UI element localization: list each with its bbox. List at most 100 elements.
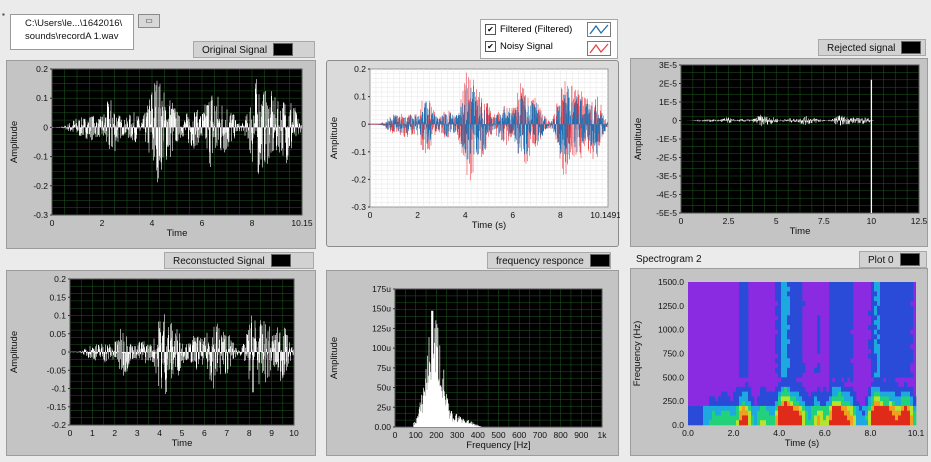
- spectro-cell: [847, 420, 851, 426]
- original-signal-label[interactable]: Original Signal: [193, 41, 315, 58]
- file-path-input[interactable]: C:\Users\le...\1642016\ sounds\recordA 1…: [10, 14, 134, 50]
- spectro-cell: [745, 396, 749, 402]
- spectro-cell: [850, 377, 854, 383]
- line-style-icon: [589, 24, 609, 35]
- spectro-xtick: 0.0: [682, 428, 694, 438]
- spectro-cell: [847, 310, 851, 316]
- spectro-cell: [841, 358, 845, 364]
- spectro-cell: [886, 353, 890, 359]
- spectro-cell: [907, 282, 911, 288]
- spectro-cell: [904, 315, 908, 321]
- rejected-signal-label[interactable]: Rejected signal: [818, 39, 926, 56]
- plot-style-icon: [899, 252, 920, 266]
- spectro-cell: [850, 391, 854, 397]
- spectro-cell: [883, 372, 887, 378]
- spectro-cell: [781, 367, 785, 373]
- spectro-cell: [799, 315, 803, 321]
- frequency-response-label[interactable]: frequency responce: [487, 252, 611, 269]
- legend-item-noisy[interactable]: ✔ Noisy Signal: [485, 39, 553, 55]
- freq-xtick: 900: [574, 430, 588, 440]
- spectro-cell: [892, 291, 896, 297]
- spectro-cell: [832, 391, 836, 397]
- spectro-cell: [742, 391, 746, 397]
- spectro-cell: [898, 286, 902, 292]
- spectro-cell: [880, 386, 884, 392]
- spectro-cell: [745, 348, 749, 354]
- spectro-cell: [814, 405, 818, 411]
- file-path-line2: sounds\recordA 1.wav: [25, 31, 119, 42]
- spectro-cell: [700, 420, 704, 426]
- spectro-cell: [877, 282, 881, 288]
- spectro-cell: [886, 358, 890, 364]
- spectro-cell: [799, 410, 803, 416]
- legend-swatch-noisy[interactable]: [587, 41, 611, 56]
- spectro-cell: [904, 420, 908, 426]
- spectro-ytick: 1250.0: [658, 301, 684, 311]
- spectro-cell: [832, 372, 836, 378]
- spectro-cell: [868, 324, 872, 330]
- spectro-cell: [886, 334, 890, 340]
- spectro-cell: [823, 391, 827, 397]
- plot0-label[interactable]: Plot 0: [859, 251, 927, 268]
- spectro-cell: [796, 353, 800, 359]
- spectro-cell: [895, 391, 899, 397]
- spectro-cell: [835, 320, 839, 326]
- spectro-cell: [892, 410, 896, 416]
- reconstructed-signal-label[interactable]: Reconstucted Signal: [164, 252, 314, 269]
- spectro-cell: [880, 372, 884, 378]
- spectro-cell: [817, 415, 821, 421]
- spectro-cell: [904, 410, 908, 416]
- spectro-cell: [895, 286, 899, 292]
- spectro-cell: [733, 405, 737, 411]
- spectro-cell: [838, 401, 842, 407]
- spectro-cell: [754, 415, 758, 421]
- spectro-cell: [886, 301, 890, 307]
- spectro-cell: [838, 324, 842, 330]
- recon-ytick: -0.15: [47, 402, 67, 412]
- spectro-cell: [787, 367, 791, 373]
- spectro-cell: [751, 410, 755, 416]
- spectro-cell: [844, 296, 848, 302]
- spectro-cell: [877, 343, 881, 350]
- spectro-cell: [889, 377, 893, 383]
- spectro-cell: [781, 415, 785, 421]
- checkbox-noisy[interactable]: ✔: [485, 40, 496, 52]
- spectro-cell: [781, 377, 785, 383]
- spectro-cell: [832, 305, 836, 311]
- spectro-cell: [847, 386, 851, 392]
- spectro-cell: [901, 358, 905, 364]
- legend-item-filtered[interactable]: ✔ Filtered (Filtered): [485, 22, 572, 38]
- spectro-cell: [799, 353, 803, 359]
- spectro-cell: [736, 386, 740, 392]
- spectro-cell: [895, 339, 899, 345]
- checkbox-filtered[interactable]: ✔: [485, 23, 496, 35]
- spectro-cell: [796, 305, 800, 311]
- browse-folder-button[interactable]: ▭: [138, 14, 160, 28]
- spectro-cell: [745, 282, 749, 288]
- recon-xtick: 0: [68, 428, 73, 438]
- spectro-cell: [871, 296, 875, 302]
- spectro-cell: [868, 401, 872, 407]
- spectro-cell: [754, 405, 758, 411]
- spectro-cell: [829, 382, 833, 388]
- spectro-cell: [796, 405, 800, 411]
- spectro-cell: [715, 420, 719, 426]
- spectro-cell: [853, 410, 857, 416]
- spectro-cell: [871, 372, 875, 378]
- spectro-cell: [892, 301, 896, 307]
- spectro-cell: [847, 324, 851, 330]
- spectro-cell: [892, 396, 896, 402]
- spectro-cell: [889, 282, 893, 288]
- plot0-title: Plot 0: [868, 255, 894, 266]
- spectro-cell: [796, 291, 800, 297]
- spectro-cell: [877, 324, 881, 330]
- spectro-cell: [739, 396, 743, 402]
- spectro-cell: [757, 420, 761, 426]
- spectro-cell: [901, 334, 905, 340]
- spectro-cell: [793, 334, 797, 340]
- line-style-icon: [589, 43, 609, 54]
- spectro-cell: [793, 286, 797, 292]
- legend-swatch-filtered[interactable]: [587, 22, 611, 37]
- spectro-cell: [907, 372, 911, 378]
- spectro-cell: [715, 405, 719, 411]
